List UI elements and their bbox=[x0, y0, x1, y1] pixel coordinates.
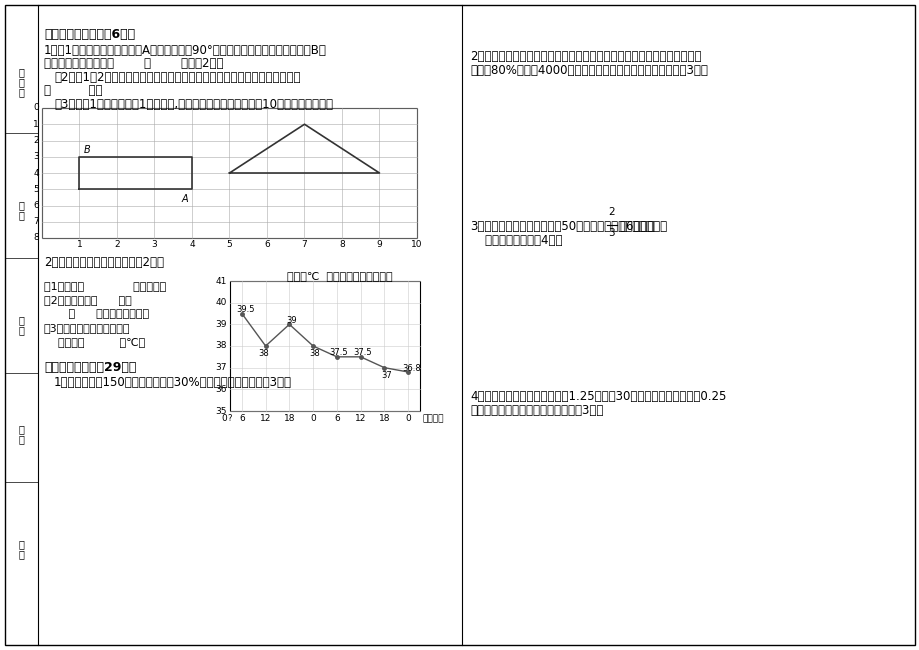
Text: 38: 38 bbox=[310, 350, 320, 359]
Text: 0: 0 bbox=[404, 414, 411, 423]
Text: 7: 7 bbox=[301, 240, 307, 249]
Text: 少6页，这: 少6页，这 bbox=[619, 220, 654, 233]
Text: 千米，实际比计划提前几天修完？（3分）: 千米，实际比计划提前几天修完？（3分） bbox=[470, 404, 603, 417]
Text: 36: 36 bbox=[215, 385, 227, 394]
Text: 6: 6 bbox=[264, 240, 269, 249]
Text: 姓: 姓 bbox=[18, 210, 24, 220]
Text: 6: 6 bbox=[33, 201, 39, 210]
Text: （2）按1：2的比画出三角形缩小后的图形，缩小后的三角形的面积是原来的: （2）按1：2的比画出三角形缩小后的图形，缩小后的三角形的面积是原来的 bbox=[54, 71, 301, 84]
Text: 2、观察统计图，按要求回答（2分）: 2、观察统计图，按要求回答（2分） bbox=[44, 256, 164, 269]
Text: （2）病人在第（      ）天: （2）病人在第（ ）天 bbox=[44, 295, 131, 305]
Text: 3、小明有一本故事书，看了50页后，剩下的页数比这本书的: 3、小明有一本故事书，看了50页后，剩下的页数比这本书的 bbox=[470, 220, 666, 233]
Text: 38: 38 bbox=[258, 348, 268, 358]
Text: （      ）时的体温最高。: （ ）时的体温最高。 bbox=[44, 309, 149, 319]
Text: 1: 1 bbox=[33, 120, 39, 129]
Text: 号: 号 bbox=[18, 67, 24, 77]
Text: 3: 3 bbox=[33, 152, 39, 161]
Text: 1: 1 bbox=[76, 240, 83, 249]
Text: 39: 39 bbox=[215, 320, 227, 329]
Text: 36.8: 36.8 bbox=[403, 363, 421, 372]
Text: ?: ? bbox=[228, 414, 232, 423]
Text: 12: 12 bbox=[355, 414, 366, 423]
Text: 体温高（          ）℃。: 体温高（ ）℃。 bbox=[44, 337, 145, 347]
Text: 9: 9 bbox=[376, 240, 382, 249]
Text: 单位：时: 单位：时 bbox=[423, 414, 444, 423]
Text: 18: 18 bbox=[283, 414, 295, 423]
Text: 7: 7 bbox=[33, 217, 39, 226]
Text: 37: 37 bbox=[215, 363, 227, 372]
Text: 1、（1）把下图中的长方形绕A点逆时针旋转90°，画出旋转后的图形。旋转后，B点: 1、（1）把下图中的长方形绕A点逆时针旋转90°，画出旋转后的图形。旋转后，B点 bbox=[44, 44, 326, 57]
Text: 5: 5 bbox=[226, 240, 233, 249]
Text: 班: 班 bbox=[18, 434, 24, 444]
Bar bbox=[230, 281, 420, 411]
Text: 3: 3 bbox=[152, 240, 157, 249]
Text: 名: 名 bbox=[18, 200, 24, 210]
Text: 8: 8 bbox=[33, 233, 39, 242]
Text: 试: 试 bbox=[18, 87, 24, 97]
Text: 2: 2 bbox=[114, 240, 119, 249]
Text: A: A bbox=[181, 194, 188, 204]
Text: 卷: 卷 bbox=[18, 77, 24, 87]
Text: 单位：℃  病人的体温记录统计图: 单位：℃ 病人的体温记录统计图 bbox=[287, 271, 392, 281]
Text: 六、解决问题。（29分）: 六、解决问题。（29分） bbox=[44, 361, 136, 374]
Text: 号: 号 bbox=[18, 315, 24, 325]
Text: 2: 2 bbox=[33, 136, 39, 145]
Text: 本书共多少页？（4分）: 本书共多少页？（4分） bbox=[470, 234, 562, 247]
Text: 12: 12 bbox=[260, 414, 271, 423]
Text: 级: 级 bbox=[18, 424, 24, 434]
Text: 考: 考 bbox=[18, 325, 24, 335]
Text: 37.5: 37.5 bbox=[353, 348, 371, 358]
Text: （1）这是（              ）统计图。: （1）这是（ ）统计图。 bbox=[44, 281, 166, 291]
Text: 2: 2 bbox=[607, 207, 615, 217]
Text: 4: 4 bbox=[189, 240, 195, 249]
Text: 39.5: 39.5 bbox=[236, 305, 255, 314]
Bar bbox=[42, 108, 416, 238]
Text: B: B bbox=[83, 145, 90, 155]
Text: 40: 40 bbox=[215, 298, 227, 307]
Text: 6: 6 bbox=[334, 414, 339, 423]
Text: 3: 3 bbox=[607, 228, 615, 238]
Text: 校: 校 bbox=[18, 539, 24, 549]
Text: （3）如果1个小方格表示1平方厘米,请在方格纸上画一个面积是10平方厘米的梯形。: （3）如果1个小方格表示1平方厘米,请在方格纸上画一个面积是10平方厘米的梯形。 bbox=[54, 98, 333, 111]
Text: 学: 学 bbox=[18, 549, 24, 559]
Text: 10: 10 bbox=[411, 240, 423, 249]
Text: 8: 8 bbox=[339, 240, 345, 249]
Text: 37: 37 bbox=[380, 371, 391, 380]
Text: 37.5: 37.5 bbox=[329, 348, 347, 358]
Text: 5: 5 bbox=[33, 185, 39, 194]
Text: 4、修一段公路，原计划每天修1.25千米，30天修完，实际每天多修0.25: 4、修一段公路，原计划每天修1.25千米，30天修完，实际每天多修0.25 bbox=[470, 390, 726, 403]
Text: 6: 6 bbox=[239, 414, 244, 423]
Text: 1、水果店有梨150千克，比苹果少30%，苹果有多少千克？（3分）: 1、水果店有梨150千克，比苹果少30%，苹果有多少千克？（3分） bbox=[54, 376, 291, 389]
Text: 五、操作与统计。（6分）: 五、操作与统计。（6分） bbox=[44, 28, 135, 41]
Text: 41: 41 bbox=[215, 276, 227, 285]
Text: 35: 35 bbox=[215, 406, 227, 415]
Text: 2、五一期间，苏宁电器推出优惠活动，其中一种型号的电视机价格下降到: 2、五一期间，苏宁电器推出优惠活动，其中一种型号的电视机价格下降到 bbox=[470, 50, 701, 63]
Text: （          ）。: （ ）。 bbox=[44, 84, 102, 97]
Text: 18: 18 bbox=[379, 414, 390, 423]
Text: （3）病人的最高体温比最低: （3）病人的最高体温比最低 bbox=[44, 323, 130, 333]
Text: 0: 0 bbox=[221, 414, 227, 423]
Text: 0: 0 bbox=[33, 103, 39, 112]
Text: 38: 38 bbox=[215, 341, 227, 350]
Text: 0: 0 bbox=[310, 414, 315, 423]
Text: 原价的80%后卖价4000元，这种型号的电视机原价是多少？（3分）: 原价的80%后卖价4000元，这种型号的电视机原价是多少？（3分） bbox=[470, 64, 707, 77]
Text: 39: 39 bbox=[286, 316, 296, 325]
Text: 4: 4 bbox=[33, 168, 39, 177]
Text: 的位置用数对表示是（        ，        ）。（2分）: 的位置用数对表示是（ ， ）。（2分） bbox=[44, 57, 223, 70]
